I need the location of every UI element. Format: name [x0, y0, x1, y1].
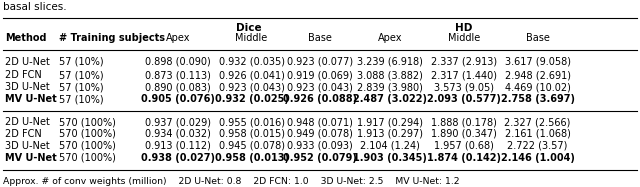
Text: 0.919 (0.069): 0.919 (0.069) — [287, 70, 353, 80]
Text: 3D U-Net: 3D U-Net — [5, 141, 50, 151]
Text: 1.903 (0.345): 1.903 (0.345) — [353, 153, 428, 163]
Text: 2.758 (3.697): 2.758 (3.697) — [500, 94, 575, 104]
Text: 570 (100%): 570 (100%) — [59, 117, 116, 127]
Text: 0.926 (0.088): 0.926 (0.088) — [283, 94, 357, 104]
Text: 0.958 (0.013): 0.958 (0.013) — [214, 153, 289, 163]
Text: 0.873 (0.113): 0.873 (0.113) — [145, 70, 211, 80]
Text: 2.839 (3.980): 2.839 (3.980) — [358, 82, 423, 92]
Text: 2.146 (1.004): 2.146 (1.004) — [500, 153, 575, 163]
Text: 2.093 (0.577): 2.093 (0.577) — [427, 94, 501, 104]
Text: 0.890 (0.083): 0.890 (0.083) — [145, 82, 211, 92]
Text: 3.088 (3.882): 3.088 (3.882) — [358, 70, 423, 80]
Text: Method: Method — [5, 33, 47, 43]
Text: 2.327 (2.566): 2.327 (2.566) — [504, 117, 571, 127]
Text: 2.317 (1.440): 2.317 (1.440) — [431, 70, 497, 80]
Text: 0.926 (0.041): 0.926 (0.041) — [219, 70, 284, 80]
Text: 0.955 (0.016): 0.955 (0.016) — [218, 117, 285, 127]
Text: 0.932 (0.025): 0.932 (0.025) — [214, 94, 289, 104]
Text: 570 (100%): 570 (100%) — [59, 129, 116, 139]
Text: 2.948 (2.691): 2.948 (2.691) — [504, 70, 571, 80]
Text: 2.722 (3.57): 2.722 (3.57) — [508, 141, 568, 151]
Text: 1.957 (0.68): 1.957 (0.68) — [434, 141, 494, 151]
Text: 57 (10%): 57 (10%) — [59, 57, 104, 67]
Text: 2D U-Net: 2D U-Net — [5, 117, 50, 127]
Text: # Training subjects: # Training subjects — [59, 33, 165, 43]
Text: Middle: Middle — [236, 33, 268, 43]
Text: 0.905 (0.076): 0.905 (0.076) — [141, 94, 215, 104]
Text: 570 (100%): 570 (100%) — [59, 141, 116, 151]
Text: 1.888 (0.178): 1.888 (0.178) — [431, 117, 497, 127]
Text: Base: Base — [525, 33, 550, 43]
Text: 0.923 (0.077): 0.923 (0.077) — [287, 57, 353, 67]
Text: 2D FCN: 2D FCN — [5, 129, 42, 139]
Text: 0.923 (0.043): 0.923 (0.043) — [287, 82, 353, 92]
Text: 0.932 (0.035): 0.932 (0.035) — [218, 57, 285, 67]
Text: 0.933 (0.093): 0.933 (0.093) — [287, 141, 353, 151]
Text: 3.239 (6.918): 3.239 (6.918) — [358, 57, 423, 67]
Text: 57 (10%): 57 (10%) — [59, 82, 104, 92]
Text: MV U-Net: MV U-Net — [5, 94, 57, 104]
Text: 2.104 (1.24): 2.104 (1.24) — [360, 141, 420, 151]
Text: 0.923 (0.043): 0.923 (0.043) — [219, 82, 284, 92]
Text: 4.469 (10.02): 4.469 (10.02) — [505, 82, 570, 92]
Text: 2.161 (1.068): 2.161 (1.068) — [505, 129, 570, 139]
Text: Apex: Apex — [166, 33, 190, 43]
Text: 3.573 (9.05): 3.573 (9.05) — [434, 82, 494, 92]
Text: 2.487 (3.022): 2.487 (3.022) — [353, 94, 428, 104]
Text: 0.958 (0.015): 0.958 (0.015) — [218, 129, 285, 139]
Text: 0.949 (0.078): 0.949 (0.078) — [287, 129, 353, 139]
Text: 0.952 (0.079): 0.952 (0.079) — [283, 153, 357, 163]
Text: 0.934 (0.032): 0.934 (0.032) — [145, 129, 211, 139]
Text: 570 (100%): 570 (100%) — [59, 153, 116, 163]
Text: Approx. # of conv weights (million)    2D U-Net: 0.8    2D FCN: 1.0    3D U-Net:: Approx. # of conv weights (million) 2D U… — [3, 177, 460, 186]
Text: Base: Base — [308, 33, 332, 43]
Text: 0.898 (0.090): 0.898 (0.090) — [145, 57, 211, 67]
Text: 1.913 (0.297): 1.913 (0.297) — [357, 129, 424, 139]
Text: 2D U-Net: 2D U-Net — [5, 57, 50, 67]
Text: HD: HD — [455, 23, 473, 33]
Text: 3.617 (9.058): 3.617 (9.058) — [504, 57, 571, 67]
Text: 1.917 (0.294): 1.917 (0.294) — [357, 117, 424, 127]
Text: 1.890 (0.347): 1.890 (0.347) — [431, 129, 497, 139]
Text: 0.938 (0.027): 0.938 (0.027) — [141, 153, 215, 163]
Text: MV U-Net: MV U-Net — [5, 153, 57, 163]
Text: 1.874 (0.142): 1.874 (0.142) — [427, 153, 501, 163]
Text: 0.913 (0.112): 0.913 (0.112) — [145, 141, 211, 151]
Text: 0.945 (0.078): 0.945 (0.078) — [218, 141, 285, 151]
Text: 57 (10%): 57 (10%) — [59, 70, 104, 80]
Text: 0.937 (0.029): 0.937 (0.029) — [145, 117, 211, 127]
Text: basal slices.: basal slices. — [3, 2, 67, 12]
Text: 3D U-Net: 3D U-Net — [5, 82, 50, 92]
Text: Middle: Middle — [448, 33, 480, 43]
Text: Dice: Dice — [236, 23, 262, 33]
Text: Apex: Apex — [378, 33, 403, 43]
Text: 57 (10%): 57 (10%) — [59, 94, 104, 104]
Text: 0.948 (0.071): 0.948 (0.071) — [287, 117, 353, 127]
Text: 2D FCN: 2D FCN — [5, 70, 42, 80]
Text: 2.337 (2.913): 2.337 (2.913) — [431, 57, 497, 67]
